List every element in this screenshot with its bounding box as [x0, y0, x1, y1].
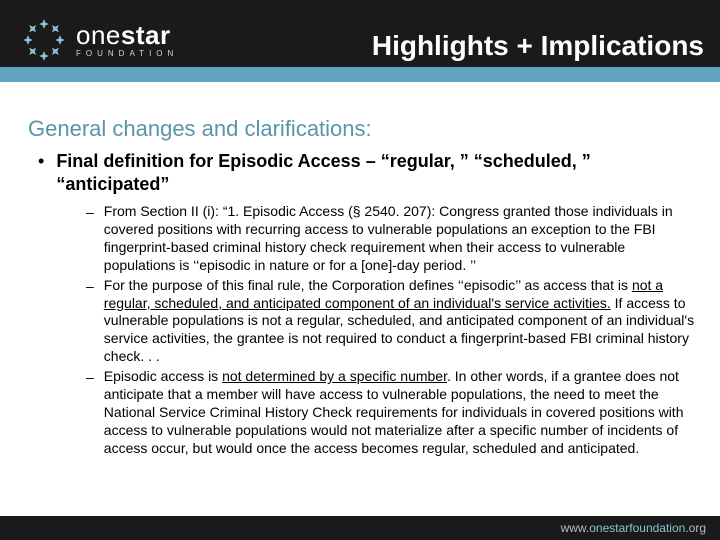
footer-url: www.onestarfoundation.org: [561, 521, 706, 535]
dash-marker: –: [86, 203, 94, 275]
dash-marker: –: [86, 277, 94, 367]
slide-title: Highlights + Implications: [372, 30, 704, 62]
sub-bullet-list: – From Section II (i): “1. Episodic Acce…: [28, 203, 696, 458]
slide-header: onestar FOUNDATION Highlights + Implicat…: [0, 0, 720, 108]
logo-subtext: FOUNDATION: [76, 50, 178, 58]
star-ring-icon: [22, 18, 66, 62]
slide-footer: www.onestarfoundation.org: [0, 516, 720, 540]
logo: onestar FOUNDATION: [0, 0, 178, 62]
bullet-marker: •: [38, 150, 44, 195]
bullet-text: Final definition for Episodic Access – “…: [56, 150, 696, 195]
logo-text: onestar FOUNDATION: [76, 22, 178, 58]
sub-bullet-item: – Episodic access is not determined by a…: [86, 368, 696, 458]
sub-bullet-item: – From Section II (i): “1. Episodic Acce…: [86, 203, 696, 275]
slide-body: General changes and clarifications: • Fi…: [0, 108, 720, 458]
dash-marker: –: [86, 368, 94, 458]
sub-bullet-text: Episodic access is not determined by a s…: [104, 368, 696, 458]
sub-bullet-text: From Section II (i): “1. Episodic Access…: [104, 203, 696, 275]
sub-bullet-item: – For the purpose of this final rule, th…: [86, 277, 696, 367]
bullet-item: • Final definition for Episodic Access –…: [28, 150, 696, 195]
logo-word-2: star: [121, 20, 171, 50]
logo-word-1: one: [76, 20, 121, 50]
sub-bullet-text: For the purpose of this final rule, the …: [104, 277, 696, 367]
section-heading: General changes and clarifications:: [28, 116, 696, 142]
